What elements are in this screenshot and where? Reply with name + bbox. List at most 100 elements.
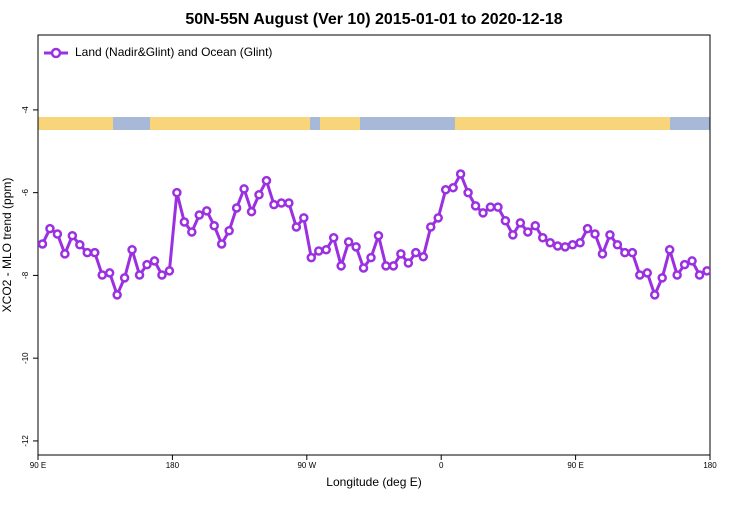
data-point [194, 210, 205, 220]
data-point [187, 227, 197, 237]
legend-marker [50, 47, 62, 59]
data-point [299, 213, 309, 223]
data-point [276, 198, 287, 208]
legend-label: Land (Nadir&Glint) and Ocean (Glint) [75, 45, 272, 59]
land-ocean-strip [38, 117, 710, 130]
data-point [89, 247, 100, 258]
data-point [343, 237, 354, 247]
data-point [157, 270, 167, 280]
data-point [508, 230, 518, 240]
data-point [246, 206, 257, 217]
y-tick-label: -12 [21, 435, 30, 447]
data-point [38, 239, 48, 249]
data-point [328, 233, 339, 243]
data-point [537, 233, 548, 243]
x-tick-label: 0 [439, 461, 444, 470]
data-point [82, 247, 93, 258]
data-point [142, 259, 152, 270]
data-point [216, 239, 227, 249]
y-tick-label: -6 [21, 189, 30, 197]
x-tick-label: 180 [166, 461, 180, 470]
data-point [485, 202, 496, 212]
data-point [261, 175, 272, 186]
data-point [642, 268, 653, 278]
data-point [269, 199, 279, 210]
y-tick-label: -8 [21, 271, 30, 279]
data-point [119, 273, 130, 283]
data-point [612, 240, 623, 250]
data-point [649, 290, 660, 300]
data-point [687, 256, 697, 266]
data-point [164, 266, 175, 276]
data-point [552, 241, 563, 251]
x-tick-label: 90 E [567, 461, 583, 470]
data-point [224, 225, 234, 236]
data-point [291, 222, 302, 232]
data-point [45, 223, 55, 234]
data-point [702, 266, 710, 276]
data-point [373, 230, 384, 241]
x-tick-label: 90 W [297, 461, 316, 470]
data-point [463, 187, 473, 198]
data-point [97, 270, 107, 280]
data-point [709, 269, 710, 273]
data-point [657, 273, 667, 283]
data-point [545, 237, 555, 248]
data-point [575, 237, 585, 248]
x-tick-label: 90 E [30, 461, 46, 470]
data-point [172, 187, 182, 198]
x-axis-label: Longitude (deg E) [326, 475, 421, 489]
data-point [440, 185, 451, 195]
data-point [351, 242, 361, 252]
data-point [104, 268, 115, 278]
data-point [530, 221, 541, 231]
data-point [664, 245, 675, 255]
data-point [605, 230, 615, 240]
data-point [366, 252, 376, 263]
data-point [336, 261, 346, 271]
data-point [411, 247, 421, 258]
data-point [306, 252, 317, 263]
data-point [679, 259, 690, 270]
data-point [418, 252, 429, 262]
data-point [321, 245, 331, 255]
data-point [254, 189, 264, 200]
data-point [388, 261, 399, 271]
data-point [635, 270, 645, 280]
data-point [381, 261, 391, 271]
data-point [582, 223, 593, 234]
data-point [209, 221, 219, 231]
data-point [590, 229, 600, 239]
data-point [425, 222, 436, 232]
data-point [52, 229, 63, 239]
data-point [694, 270, 705, 280]
data-point [313, 246, 324, 256]
data-point [112, 290, 122, 300]
y-tick-label: -4 [21, 106, 30, 114]
plot-area [38, 169, 710, 300]
data-point [149, 256, 160, 266]
data-point [500, 216, 511, 226]
data-point [627, 247, 638, 258]
data-point [560, 242, 570, 252]
data-point [60, 249, 70, 259]
data-point [179, 217, 190, 227]
data-point [67, 230, 78, 241]
data-point [201, 206, 212, 216]
data-point [358, 263, 369, 273]
data-point [523, 227, 533, 237]
data-point [284, 198, 294, 208]
data-point [448, 182, 458, 193]
data-point [567, 240, 578, 250]
data-point [455, 169, 466, 179]
data-point [127, 245, 137, 255]
data-point [396, 249, 406, 259]
data-point [493, 202, 503, 212]
legend: Land (Nadir&Glint) and Ocean (Glint) [44, 45, 272, 59]
data-point [620, 247, 630, 258]
chart-title: 50N-55N August (Ver 10) 2015-01-01 to 20… [185, 11, 562, 28]
data-point [75, 240, 85, 250]
data-point [478, 208, 488, 218]
data-point [231, 203, 242, 213]
